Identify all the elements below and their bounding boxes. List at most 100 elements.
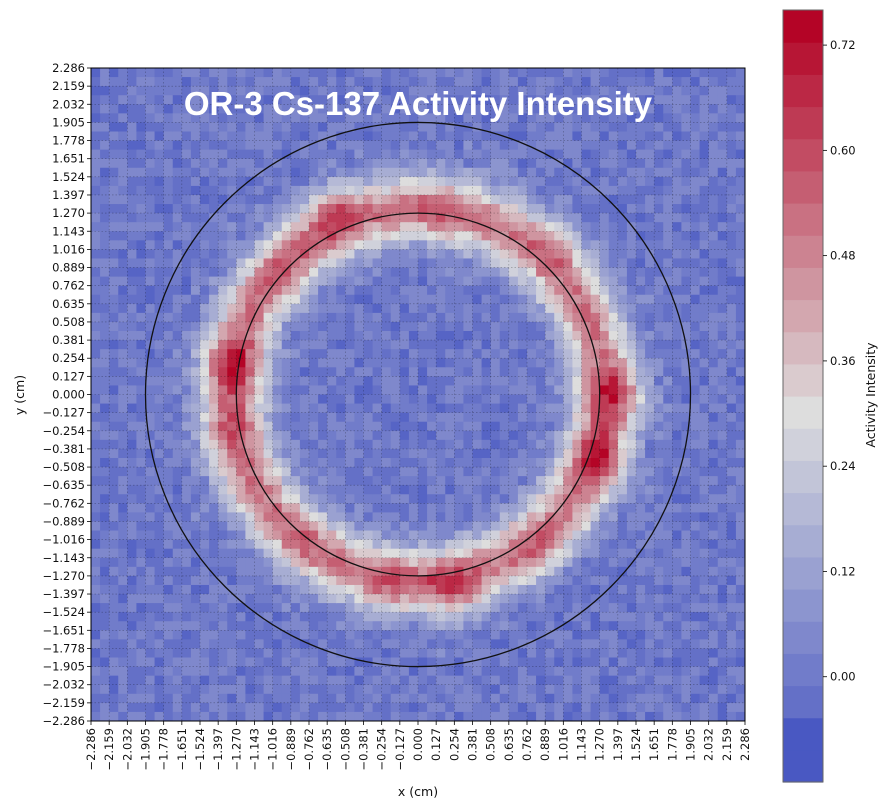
heatmap-cell (508, 412, 519, 423)
heatmap-cell (672, 104, 683, 114)
heatmap-cell (354, 204, 365, 214)
heatmap-cell (508, 430, 519, 441)
heatmap-cell (663, 711, 673, 721)
heatmap-cell (481, 603, 492, 613)
heatmap-cell (581, 204, 592, 214)
heatmap-cell (563, 403, 574, 414)
heatmap-cell (309, 321, 319, 332)
heatmap-cell (136, 684, 147, 695)
heatmap-cell (236, 530, 247, 541)
heatmap-cell (290, 204, 301, 214)
heatmap-cell (272, 648, 283, 659)
heatmap-cell (372, 693, 383, 704)
heatmap-cell (381, 258, 392, 269)
heatmap-cell (318, 312, 328, 323)
heatmap-cell (690, 285, 701, 296)
heatmap-cell (663, 158, 673, 169)
heatmap-cell (336, 711, 346, 721)
heatmap-cell (708, 176, 719, 187)
heatmap-cell (699, 331, 710, 341)
heatmap-cell (272, 630, 283, 640)
heatmap-cell (154, 693, 165, 704)
heatmap-cell (218, 539, 228, 550)
heatmap-cell (490, 204, 501, 214)
heatmap-cell (436, 321, 446, 332)
heatmap-cell (418, 204, 428, 214)
heatmap-cell (190, 621, 201, 631)
heatmap-cell (590, 575, 601, 586)
heatmap-cell (381, 285, 392, 296)
heatmap-cell (508, 358, 519, 368)
heatmap-cell (418, 86, 428, 96)
heatmap-cell (336, 485, 346, 495)
heatmap-cell (209, 439, 219, 450)
heatmap-cell (372, 285, 383, 296)
heatmap-cell (527, 86, 537, 96)
heatmap-cell (427, 77, 437, 87)
heatmap-cell (645, 258, 655, 269)
heatmap-cell (327, 294, 337, 305)
heatmap-cell (327, 340, 337, 350)
heatmap-cell (145, 149, 156, 160)
heatmap-cell (508, 394, 519, 405)
heatmap-cell (354, 575, 365, 586)
heatmap-cell (118, 412, 128, 423)
heatmap-cell (345, 340, 356, 350)
heatmap-cell (254, 412, 265, 423)
heatmap-cell (118, 666, 128, 677)
heatmap-cell (372, 204, 383, 214)
heatmap-cell (127, 394, 138, 405)
heatmap-cell (572, 185, 583, 196)
heatmap-cell (690, 548, 701, 559)
heatmap-cell (399, 467, 410, 477)
heatmap-cell (363, 711, 374, 721)
heatmap-cell (154, 539, 165, 550)
heatmap-cell (91, 467, 101, 477)
heatmap-cell (445, 666, 455, 677)
heatmap-cell (390, 512, 401, 523)
heatmap-cell (272, 403, 283, 414)
heatmap-cell (290, 231, 301, 241)
heatmap-cell (172, 512, 183, 523)
heatmap-cell (645, 657, 655, 668)
heatmap-cell (281, 684, 292, 695)
heatmap-cell (445, 439, 455, 450)
heatmap-cell (599, 584, 610, 595)
heatmap-cell (127, 258, 138, 269)
heatmap-cell (318, 421, 328, 432)
heatmap-cell (690, 539, 701, 550)
heatmap-cell (436, 621, 446, 631)
heatmap-cell (290, 439, 301, 450)
heatmap-cell (490, 249, 501, 260)
heatmap-cell (381, 403, 392, 414)
heatmap-cell (599, 621, 610, 631)
heatmap-cell (327, 557, 337, 568)
heatmap-cell (299, 331, 310, 341)
heatmap-cell (445, 312, 455, 323)
heatmap-cell (581, 104, 592, 114)
heatmap-cell (399, 711, 410, 721)
heatmap-cell (236, 512, 247, 523)
heatmap-cell (690, 503, 701, 514)
heatmap-cell (209, 485, 219, 495)
heatmap-cell (109, 693, 119, 704)
heatmap-cell (345, 439, 356, 450)
heatmap-cell (190, 693, 201, 704)
heatmap-cell (608, 639, 619, 650)
heatmap-cell (454, 321, 465, 332)
heatmap-cell (372, 702, 383, 713)
heatmap-cell (590, 276, 601, 287)
heatmap-cell (299, 666, 310, 677)
heatmap-cell (445, 104, 455, 114)
heatmap-cell (200, 512, 210, 523)
heatmap-cell (563, 548, 574, 559)
heatmap-cell (136, 575, 147, 586)
heatmap-cell (91, 149, 101, 160)
heatmap-cell (490, 122, 501, 133)
heatmap-cell (345, 86, 356, 96)
heatmap-cell (354, 594, 365, 604)
heatmap-cell (345, 603, 356, 613)
heatmap-cell (91, 376, 101, 387)
heatmap-cell (699, 457, 710, 468)
heatmap-cell (127, 594, 138, 604)
